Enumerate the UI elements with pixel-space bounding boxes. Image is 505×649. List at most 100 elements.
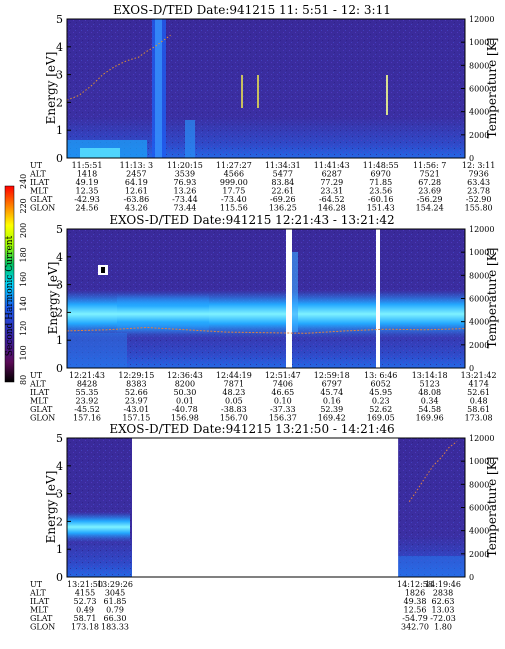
data-gap [140, 438, 399, 577]
table-cell: -56.29 [417, 195, 443, 204]
table-cell: 58.71 [74, 614, 97, 623]
table-cell: 11:27:27 [216, 161, 252, 170]
table-cell: 45.74 [320, 388, 343, 397]
table-cell: -54.79 [402, 614, 428, 623]
panel-2: EXOS-D/TED Date:941215 12:21:43 - 13:21:… [29, 213, 499, 423]
colorbar: 80 100 120 140 160 180 200 220 240 Second Harmon… [4, 174, 28, 385]
table-cell: -64.52 [319, 195, 345, 204]
table-cell: 11:13: 3 [120, 161, 153, 170]
table-cell: 5123 [419, 380, 439, 389]
table-row-label: MLT [30, 187, 49, 196]
panel-3-left-ticks: 0 1 2 3 4 5 [56, 432, 399, 584]
table-row-label: ALT [29, 589, 46, 598]
right-tick-label: 2000 [469, 131, 489, 140]
right-tick-label: 8000 [469, 61, 489, 70]
colorbar-tick-label: 120 [19, 321, 28, 336]
table-row-label: GLAT [30, 614, 53, 623]
table-cell: 154.24 [416, 204, 444, 213]
table-cell: 115.56 [220, 204, 248, 213]
left-tick-label: 4 [56, 41, 63, 54]
left-tick-label: 4 [56, 460, 63, 473]
table-cell: 7406 [273, 380, 293, 389]
table-cell: 6052 [371, 380, 391, 389]
table-cell: 12:29:15 [118, 371, 154, 380]
panel-2-heatmap [67, 229, 465, 368]
left-tick-label: 1 [56, 124, 63, 137]
table-cell: 342.70 [401, 623, 429, 632]
table-cell: -72.03 [430, 614, 456, 623]
table-cell: 3045 [105, 589, 125, 598]
table-cell: 77.29 [320, 178, 343, 187]
colorbar-label: Second Harmonic Current [5, 235, 15, 356]
panel-1-ylabel-left: Energy [eV] [44, 52, 58, 125]
table-cell: -42.93 [74, 195, 100, 204]
right-tick-label: 6000 [469, 504, 489, 513]
right-tick-label: 2000 [469, 341, 489, 350]
table-cell: 23.69 [418, 187, 441, 196]
right-tick-label: 10000 [469, 457, 494, 466]
table-cell: 0.49 [76, 606, 94, 615]
table-cell: 8200 [175, 380, 195, 389]
table-cell: 13:21:42 [461, 371, 497, 380]
table-cell: 155.80 [465, 204, 493, 213]
left-tick-label: 4 [56, 251, 63, 264]
table-cell: 13.26 [173, 187, 196, 196]
table-row-label: ILAT [30, 388, 50, 397]
panel-3-ylabel-left: Energy [eV] [44, 471, 58, 544]
table-cell: 23.97 [125, 397, 148, 406]
table-cell: 49.19 [76, 178, 99, 187]
table-cell: 0.05 [225, 397, 243, 406]
table-cell: 14:12:58 [397, 580, 433, 589]
right-tick-label: 10000 [469, 248, 494, 257]
colorbar-tick-label: 240 [19, 174, 28, 189]
table-cell: 64.19 [125, 178, 148, 187]
panel-3-ylabel-right: Temperature [K] [485, 457, 499, 558]
table-cell: -45.52 [74, 405, 100, 414]
table-cell: 8383 [126, 380, 146, 389]
colorbar-tick-label: 140 [19, 296, 28, 311]
table-cell: 13: 6:46 [364, 371, 397, 380]
panel-3-right-ticks: 0 2000 4000 6000 8000 10000 12000 [461, 434, 494, 582]
right-tick-label: 4000 [469, 108, 489, 117]
table-cell: -43.01 [124, 405, 150, 414]
table-cell: 146.28 [318, 204, 346, 213]
table-row-label: UT [30, 161, 43, 170]
table-cell: 48.08 [418, 388, 441, 397]
left-tick-label: 2 [56, 96, 63, 109]
table-row-label: UT [30, 580, 43, 589]
panel-2-left-ticks: 0 1 2 3 4 5 [56, 223, 71, 375]
table-cell: 4155 [75, 589, 95, 598]
table-cell: 52.39 [320, 405, 343, 414]
table-row-label: MLT [30, 606, 49, 615]
colorbar-tick-label: 160 [19, 272, 28, 287]
table-cell: 13:29:26 [97, 580, 133, 589]
table-cell: 66.30 [104, 614, 127, 623]
right-tick-label: 8000 [469, 271, 489, 280]
table-cell: 71.85 [369, 178, 392, 187]
table-cell: 11:20:15 [167, 161, 203, 170]
table-cell: 52.73 [74, 597, 97, 606]
table-cell: 58.61 [467, 405, 490, 414]
table-cell: 2838 [433, 589, 453, 598]
right-tick-label: 2000 [469, 550, 489, 559]
table-cell: 46.65 [271, 388, 294, 397]
table-cell: 49.38 [404, 597, 427, 606]
colorbar-tick-label: 220 [19, 198, 28, 213]
left-tick-label: 0 [56, 571, 63, 584]
table-cell: -73.44 [172, 195, 198, 204]
panel-3-title: EXOS-D/TED Date:941215 13:21:50 - 14:21:… [109, 422, 394, 436]
table-cell: 48.23 [222, 388, 245, 397]
table-row-label: GLAT [30, 405, 53, 414]
table-cell: 156.37 [269, 414, 297, 423]
table-cell: 6970 [371, 170, 391, 179]
table-cell: 12:59:18 [314, 371, 350, 380]
table-cell: 169.05 [367, 414, 395, 423]
panel-3: EXOS-D/TED Date:941215 13:21:50 - 14:21:… [29, 422, 499, 632]
table-cell: 12:44:19 [216, 371, 252, 380]
table-row-label: GLON [30, 414, 55, 423]
table-cell: 11:41:43 [314, 161, 350, 170]
right-tick-label: 4000 [469, 318, 489, 327]
panel-1: EXOS-D/TED Date:941215 11: 5:51 - 12: 3:… [29, 3, 499, 213]
table-cell: 12.61 [125, 187, 148, 196]
